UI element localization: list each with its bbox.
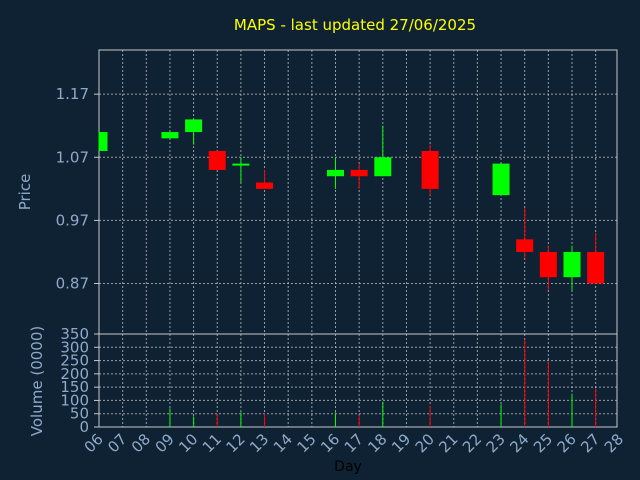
candle-body <box>99 132 108 151</box>
x-tick-label: 08 <box>128 430 154 456</box>
volume-grid <box>99 334 617 427</box>
price-y-axis-label: Price <box>16 174 34 211</box>
volume-y-tick-label: 150 <box>60 378 89 396</box>
candle-body <box>232 163 250 166</box>
candle-body <box>350 169 368 177</box>
price-candles <box>98 119 605 290</box>
x-tick-label: 16 <box>317 430 343 456</box>
candle-body <box>208 150 226 170</box>
x-tick-label: 12 <box>222 430 248 456</box>
volume-y-axis-label: Volume (0000) <box>28 326 46 436</box>
candle-body <box>421 150 439 189</box>
x-tick-label: 13 <box>246 430 272 456</box>
x-tick-label: 15 <box>293 430 319 456</box>
x-tick-label: 21 <box>435 430 461 456</box>
x-tick-label: 17 <box>341 430 367 456</box>
volume-y-tick-label: 200 <box>60 365 89 383</box>
candle-body <box>185 119 203 133</box>
price-y-tick-label: 1.17 <box>56 85 89 103</box>
x-tick-label: 18 <box>364 430 390 456</box>
x-tick-label: 07 <box>104 430 130 456</box>
volume-y-tick-label: 300 <box>60 338 89 356</box>
candle-body <box>587 251 605 284</box>
x-tick-label: 23 <box>483 430 509 456</box>
x-tick-label: 27 <box>577 430 603 456</box>
volume-y-tick-label: 0 <box>79 418 89 436</box>
candle-body <box>539 251 557 278</box>
x-tick-label: 14 <box>270 430 296 456</box>
x-tick-label: 25 <box>530 430 556 456</box>
candle-body <box>256 182 274 189</box>
candle-body <box>374 157 392 177</box>
volume-y-tick-label: 250 <box>60 352 89 370</box>
volume-y-tick-label: 350 <box>60 325 89 343</box>
x-axis-ticks: 0607080910111213141516171819202122232425… <box>81 430 628 456</box>
x-tick-label: 20 <box>412 430 438 456</box>
candle-body <box>563 251 581 278</box>
price-plot-frame <box>98 49 618 335</box>
price-y-tick-label: 0.87 <box>56 275 89 293</box>
x-tick-label: 22 <box>459 430 485 456</box>
x-tick-label: 09 <box>152 430 178 456</box>
volume-y-tick-label: 50 <box>70 405 89 423</box>
candle-body <box>492 163 510 196</box>
price-y-tick-label: 1.07 <box>56 148 89 166</box>
x-axis-label: Day <box>334 459 362 475</box>
x-tick-label: 19 <box>388 430 414 456</box>
volume-y-tick-label: 100 <box>60 391 89 409</box>
x-tick-label: 24 <box>506 430 532 456</box>
x-tick-label: 28 <box>601 430 627 456</box>
candle-body <box>327 169 344 177</box>
price-grid <box>99 50 617 334</box>
volume-plot-frame <box>98 333 618 428</box>
x-tick-label: 10 <box>175 430 201 456</box>
price-y-tick-label: 0.97 <box>56 211 89 229</box>
candle-body <box>161 132 179 139</box>
x-tick-label: 26 <box>554 430 580 456</box>
price-y-ticks: 1.17 1.07 0.97 0.87 <box>56 85 99 293</box>
chart-title: MAPS - last updated 27/06/2025 <box>234 16 476 34</box>
candle-body <box>516 239 534 252</box>
volume-bars <box>169 339 597 427</box>
x-tick-label: 11 <box>199 430 225 456</box>
